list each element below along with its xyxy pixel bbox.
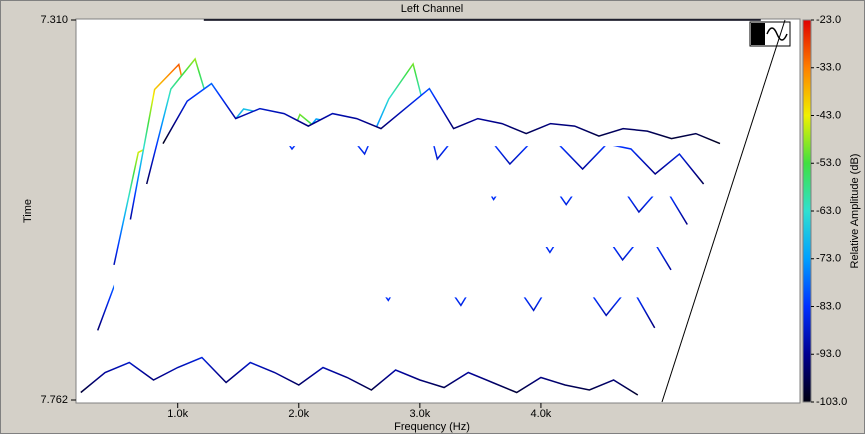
edge-line	[661, 19, 786, 403]
x-axis-label: Frequency (Hz)	[394, 421, 470, 433]
logo	[749, 21, 791, 47]
logo-wave	[766, 27, 788, 41]
slice-line	[80, 356, 639, 396]
colorbar-tick-label: -83.0	[816, 300, 841, 312]
colorbar-tick-label: -63.0	[816, 205, 841, 217]
x-tick-label: 2.0k	[288, 408, 309, 420]
colorbar-tick-label: -93.0	[816, 348, 841, 360]
slice-fill	[130, 64, 688, 247]
colorbar-label: Relative Amplitude (dB)	[849, 154, 861, 269]
slice-fill	[80, 357, 638, 400]
slice-fill	[163, 83, 720, 147]
y-axis-label: Time	[22, 199, 34, 223]
logo-mark	[751, 23, 765, 45]
colorbar-tick-label: -73.0	[816, 253, 841, 265]
x-tick-label: 1.0k	[167, 408, 188, 420]
x-tick-label: 3.0k	[409, 408, 430, 420]
colorbar-tick-label: -23.0	[816, 14, 841, 26]
y-tick-label: 7.310	[40, 14, 68, 26]
colorbar-tick-label: -43.0	[816, 109, 841, 121]
colorbar	[802, 19, 812, 403]
colorbar-tick-label: -53.0	[816, 157, 841, 169]
chart-title: Left Channel	[401, 3, 463, 15]
colorbar-tick-label: -33.0	[816, 62, 841, 74]
waterfall	[80, 19, 761, 400]
slice-line	[162, 82, 721, 145]
y-tick-label: 7.762	[40, 394, 68, 406]
x-tick-label: 4.0k	[531, 408, 552, 420]
colorbar-tick-label: -103.0	[816, 396, 847, 408]
